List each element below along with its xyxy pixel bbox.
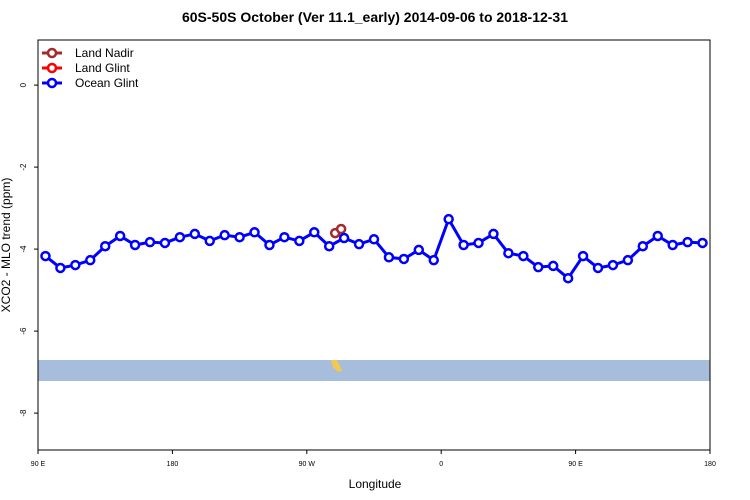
data-point xyxy=(353,238,365,250)
y-axis-label: XCO2 - MLO trend (ppm) xyxy=(0,178,13,313)
map-strip xyxy=(38,360,710,381)
data-point xyxy=(577,250,589,262)
data-point xyxy=(682,236,693,248)
legend-marker xyxy=(46,47,58,59)
data-point xyxy=(547,260,559,272)
data-point xyxy=(368,234,380,245)
data-point xyxy=(458,239,469,251)
data-point xyxy=(55,262,66,274)
data-point xyxy=(294,235,305,247)
data-point xyxy=(309,227,320,238)
data-point xyxy=(398,253,410,265)
land-shape xyxy=(331,360,342,372)
legend-label: Land Glint xyxy=(75,61,130,75)
data-point xyxy=(667,239,678,251)
data-point xyxy=(234,231,245,243)
x-tick-label: 90 E xyxy=(568,461,583,468)
y-tick-label: -4 xyxy=(19,245,28,253)
x-tick-label: 90 E xyxy=(31,461,46,468)
data-point xyxy=(189,228,201,240)
data-point xyxy=(114,230,126,242)
chart-title: 60S-50S October (Ver 11.1_early) 2014-09… xyxy=(182,9,568,25)
data-point xyxy=(562,272,574,284)
data-point xyxy=(592,262,604,274)
data-point xyxy=(85,254,96,266)
data-point xyxy=(637,240,649,252)
data-point xyxy=(503,247,514,259)
data-point xyxy=(518,250,529,262)
data-point xyxy=(219,229,230,241)
data-point xyxy=(264,239,275,251)
data-point xyxy=(443,213,454,225)
data-point xyxy=(40,250,51,262)
x-tick-label: 180 xyxy=(167,461,179,468)
data-point xyxy=(129,239,141,251)
legend-label: Ocean Glint xyxy=(75,76,139,90)
y-tick-label: -6 xyxy=(19,327,28,335)
data-point xyxy=(279,231,290,243)
legend-label: Land Nadir xyxy=(75,46,134,60)
data-point xyxy=(413,244,425,256)
data-point xyxy=(652,230,663,242)
data-point xyxy=(428,254,439,266)
data-point xyxy=(338,232,350,244)
data-point xyxy=(335,223,347,235)
y-tick-label: -8 xyxy=(19,409,28,417)
data-point xyxy=(323,240,335,252)
data-point xyxy=(383,252,395,263)
x-tick-label: 180 xyxy=(704,461,716,468)
data-point xyxy=(144,236,156,248)
data-point xyxy=(99,240,111,252)
data-point xyxy=(607,259,619,271)
data-point xyxy=(533,261,544,273)
data-point xyxy=(473,237,484,249)
x-tick-label: 0 xyxy=(439,461,443,468)
x-tick-label: 90 W xyxy=(299,461,316,468)
data-point xyxy=(204,235,215,247)
data-point xyxy=(249,227,260,238)
data-point xyxy=(622,254,634,266)
x-axis-label: Longitude xyxy=(349,477,402,491)
series-line xyxy=(44,215,703,281)
y-tick-label: 0 xyxy=(19,82,28,87)
data-point xyxy=(159,237,171,249)
legend-marker xyxy=(46,62,58,74)
y-tick-label: -2 xyxy=(19,163,28,171)
data-point xyxy=(697,237,708,249)
data-point xyxy=(174,231,186,243)
plot-frame xyxy=(37,39,711,451)
data-point xyxy=(488,228,499,240)
legend-marker xyxy=(46,77,58,89)
data-point xyxy=(70,259,81,271)
